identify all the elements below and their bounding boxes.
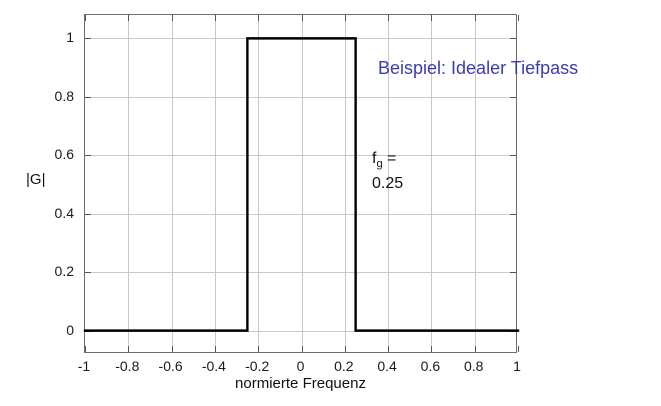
gridline-vertical — [474, 15, 476, 352]
y-tick-mark — [510, 96, 516, 98]
y-tick-mark — [510, 155, 516, 157]
gridline-vertical — [431, 15, 433, 352]
y-tick-label: 0.6 — [54, 146, 74, 163]
x-tick-mark — [128, 15, 130, 21]
x-tick-mark — [388, 346, 390, 352]
x-tick-label: 0.8 — [463, 358, 484, 374]
annotation-symbol: f — [372, 150, 377, 167]
x-tick-label: -0.2 — [245, 358, 270, 374]
x-tick-mark — [171, 15, 173, 21]
gridline-vertical — [214, 15, 216, 352]
data-curve — [83, 37, 520, 332]
y-tick-label: 0 — [66, 321, 74, 338]
gridline-vertical — [388, 15, 390, 352]
gridline-horizontal — [85, 330, 516, 332]
lowpass-response-line — [83, 37, 520, 332]
gridline-vertical — [128, 15, 130, 352]
gridline-horizontal — [85, 155, 516, 157]
x-tick-mark — [258, 15, 260, 21]
x-tick-label: 1 — [513, 358, 521, 374]
x-tick-mark — [85, 15, 86, 21]
x-tick-mark — [301, 15, 303, 21]
x-tick-mark — [214, 15, 216, 21]
x-tick-label: 0.2 — [334, 358, 354, 374]
y-tick-mark — [85, 38, 91, 40]
x-tick-mark — [128, 346, 130, 352]
annotation-equals: = — [382, 150, 397, 167]
x-tick-mark — [258, 346, 260, 352]
y-axis-label: |G| — [26, 171, 46, 188]
x-tick-mark — [518, 346, 519, 352]
y-tick-mark — [510, 213, 516, 215]
x-tick-mark — [431, 346, 433, 352]
x-tick-label: -1 — [77, 358, 91, 374]
gridline-horizontal — [85, 96, 516, 98]
x-tick-label: 0 — [296, 358, 305, 374]
y-tick-label: 1 — [66, 29, 74, 46]
cutoff-frequency-annotation: fg = 0.25 — [372, 149, 403, 193]
gridline-horizontal — [85, 272, 516, 274]
x-tick-mark — [431, 15, 433, 21]
x-tick-mark — [344, 346, 346, 352]
y-tick-mark — [85, 96, 91, 98]
y-tick-label: 0.4 — [54, 204, 74, 221]
x-tick-mark — [171, 346, 173, 352]
x-tick-label: -0.6 — [158, 358, 183, 374]
y-tick-mark — [85, 155, 91, 157]
x-tick-label: 0.4 — [377, 358, 397, 374]
chart-title: Beispiel: Idealer Tiefpass — [378, 58, 579, 78]
y-tick-mark — [85, 213, 91, 215]
gridline-vertical — [344, 15, 346, 352]
y-tick-mark — [85, 272, 91, 274]
x-axis-label: normierte Frequenz — [235, 375, 366, 392]
annotation-line-1: fg = — [372, 149, 403, 174]
x-tick-mark — [85, 346, 86, 352]
y-tick-mark — [510, 38, 516, 40]
y-tick-label: 0.2 — [54, 263, 74, 280]
x-tick-label: -0.4 — [201, 358, 226, 374]
y-tick-label: 0.8 — [54, 87, 74, 104]
x-tick-mark — [474, 15, 476, 21]
plot-area — [83, 14, 520, 353]
x-tick-mark — [301, 346, 303, 352]
gridline-vertical — [258, 15, 260, 352]
annotation-subscript: g — [376, 158, 383, 171]
x-tick-mark — [474, 346, 476, 352]
x-tick-mark — [344, 15, 346, 21]
annotation-line-2: 0.25 — [372, 175, 404, 193]
x-tick-label: 0.6 — [420, 358, 441, 374]
gridline-vertical — [301, 15, 303, 352]
x-tick-mark — [214, 346, 216, 352]
x-tick-mark — [388, 15, 390, 21]
gridline-horizontal — [85, 213, 516, 215]
y-tick-mark — [510, 272, 516, 274]
gridline-vertical — [171, 15, 173, 352]
x-tick-label: -0.8 — [115, 358, 140, 374]
x-tick-mark — [518, 15, 519, 21]
